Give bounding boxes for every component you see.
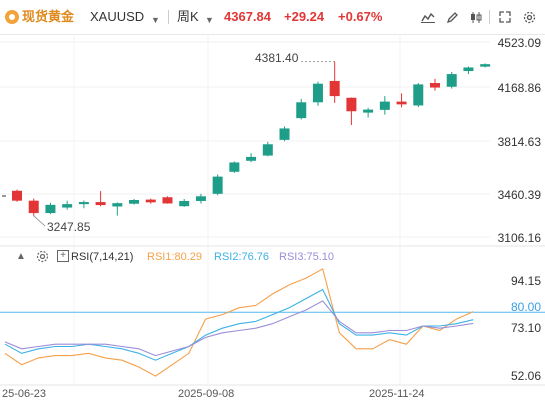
candle-body bbox=[62, 204, 73, 208]
rsi-axis-label: 73.10 bbox=[510, 321, 541, 335]
candle-body bbox=[262, 144, 273, 156]
x-axis-label: 2025-11-24 bbox=[369, 388, 425, 400]
candle-body bbox=[95, 202, 106, 206]
candle-body bbox=[28, 200, 39, 214]
x-axis-label: 25-06-23 bbox=[2, 388, 47, 400]
candle-body bbox=[329, 80, 340, 97]
candle-body bbox=[430, 83, 440, 88]
candle-body bbox=[346, 97, 357, 112]
price-change: +29.24 bbox=[284, 9, 325, 24]
price-change-pct: +0.67% bbox=[338, 9, 383, 24]
pencil-icon[interactable] bbox=[443, 8, 461, 26]
line-chart-icon[interactable] bbox=[419, 8, 437, 26]
candle-body bbox=[312, 83, 323, 103]
rsi1-value: RSI1:80.29 bbox=[147, 251, 203, 263]
candle-body bbox=[212, 176, 223, 194]
candle-body bbox=[179, 200, 190, 207]
candle-body bbox=[446, 74, 457, 87]
divider bbox=[489, 10, 490, 24]
current-price: 4367.84 bbox=[224, 9, 271, 24]
low-leader bbox=[33, 215, 46, 227]
candle-body bbox=[12, 190, 22, 201]
candle-icon[interactable] bbox=[467, 8, 485, 26]
candle-body bbox=[129, 200, 140, 204]
top-bar: 现货黄金 XAUUSD ▼ 周K ▼ 4367.84 +29.24 +0.67% bbox=[0, 0, 545, 35]
price-axis-label: 3814.63 bbox=[497, 135, 541, 149]
rsi-indicator-name[interactable]: RSI(7,14,21) bbox=[71, 251, 134, 263]
price-axis-label: 3106.16 bbox=[497, 231, 541, 245]
candle-body bbox=[78, 202, 89, 205]
instrument-name[interactable]: 现货黄金 bbox=[22, 9, 75, 24]
logo-icon bbox=[5, 10, 19, 24]
price-axis-label: 4523.09 bbox=[497, 36, 541, 50]
fullscreen-icon[interactable] bbox=[496, 8, 514, 26]
dropdown-icon[interactable]: ▼ bbox=[151, 15, 160, 25]
rsi-axis-label: 52.06 bbox=[510, 369, 541, 383]
x-axis-label: 2025-09-08 bbox=[178, 388, 235, 400]
dropdown-icon[interactable]: ▼ bbox=[205, 15, 214, 25]
high-annotation: 4381.40 bbox=[255, 51, 299, 65]
collapse-icon[interactable]: ▲ bbox=[16, 251, 26, 262]
candle-body bbox=[195, 196, 206, 201]
candle-body bbox=[379, 101, 390, 110]
rsi-ref-label: 80.00 bbox=[510, 300, 541, 314]
candle-body bbox=[45, 204, 56, 214]
candle-body bbox=[480, 64, 491, 67]
symbol-label[interactable]: XAUUSD bbox=[90, 9, 145, 24]
candle-body bbox=[279, 128, 290, 140]
price-axis-label: 4168.86 bbox=[497, 81, 541, 95]
candle-body bbox=[112, 203, 123, 207]
rsi-axis-label: 94.15 bbox=[510, 274, 541, 288]
candle-body bbox=[162, 197, 173, 204]
rsi2-value: RSI2:76.76 bbox=[214, 251, 270, 263]
settings-icon[interactable] bbox=[520, 8, 538, 26]
rsi1-line bbox=[4, 268, 474, 377]
candle-body bbox=[296, 102, 307, 119]
period-selector[interactable]: 周K bbox=[177, 9, 199, 24]
low-annotation: 3247.85 bbox=[47, 220, 91, 234]
settings-icon[interactable] bbox=[36, 250, 49, 268]
candle-body bbox=[396, 101, 407, 105]
candle-body bbox=[246, 156, 257, 161]
rsi-legend: ▲ + RSI(7,14,21) RSI1:80.29 RSI2:76.76 R… bbox=[0, 246, 545, 270]
candle-body bbox=[229, 162, 240, 172]
candle-body bbox=[413, 84, 424, 106]
divider bbox=[168, 10, 169, 24]
price-axis-label: 3460.39 bbox=[497, 188, 541, 202]
candle-body bbox=[145, 199, 156, 203]
candle-body bbox=[463, 67, 474, 72]
rsi2-line bbox=[4, 288, 474, 361]
rsi3-line bbox=[4, 300, 474, 357]
rsi3-value: RSI3:75.10 bbox=[279, 251, 335, 263]
add-indicator-icon[interactable]: + bbox=[57, 250, 69, 262]
candle-body bbox=[363, 109, 374, 113]
